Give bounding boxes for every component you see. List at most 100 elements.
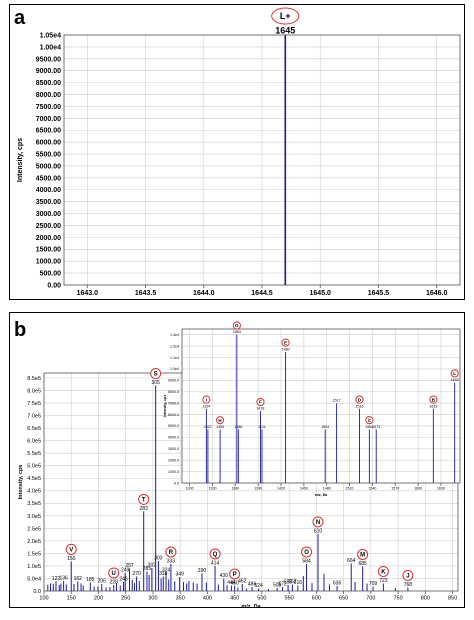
chart-a-ion-circle [271,7,300,25]
chart-b-xtick-label: 300 [148,596,157,602]
chart-b-inset-xtick-label: 1510 [346,487,354,491]
chart-a-ytick-label: 9500.00 [36,56,61,63]
chart-a-ytick-label: 2500.00 [36,223,61,230]
panel-letter-b: b [14,319,27,341]
chart-b-inset-peak-label: 1564 [365,425,373,429]
chart-b-ion-letter: N [316,520,320,526]
chart-b-peak-label: 324 [162,567,171,573]
chart-b-inset-peak-label: 1516 [355,404,363,408]
chart-b-ytick-label: 3.5e5 [27,501,41,507]
chart-b-inset-ytick-label: 3000.0 [168,447,179,451]
chart-b-inset-ytick-label: 6000.0 [168,413,179,417]
chart-b-ion-circle [402,569,414,581]
panel-b: b 0.0 5.0e4 1.0e5 1.5e5 2.0e5 2.5e5 3.0e5 3.5e5… [9,312,465,610]
chart-b-peak-label: 584 [302,558,311,564]
chart-b-ion-circle [108,567,120,579]
chart-b: 0.0 5.0e4 1.0e5 1.5e5 2.0e5 2.5e5 3.0e5 3.5e5 4.… [18,321,461,610]
chart-b-peak-label: 616 [294,580,303,586]
chart-b-peak-label: 136 [59,575,68,581]
chart-b-ion-letter: K [381,570,386,576]
chart-b-peak-label: 185 [86,577,95,583]
chart-b-peak-label: 349 [175,571,184,577]
chart-b-ion-circle [357,548,369,560]
chart-b-inset-ion-circle [232,321,241,330]
chart-b-ytick-label: 4.0e5 [27,489,41,495]
chart-b-peak-label: 228 [110,579,119,585]
chart-b-peak-label: 302 [148,562,157,568]
chart-b-inset-ytick-label: 1.3e4 [170,333,179,337]
chart-a-ytick-label: 3500.00 [36,199,61,206]
chart-b-inset-peak-label: 1573 [372,425,380,429]
chart-b-inset-xtick-label: 1480 [323,487,331,491]
chart-b-xtick-label: 500 [257,596,266,602]
chart-b-inset-ytick-label: 2000.0 [168,458,179,462]
chart-b-ytick-label: 7.0e5 [27,414,41,420]
chart-b-inset-ion-circle [450,369,459,378]
chart-b-peak-label: 486 [248,581,257,587]
chart-a-plot-group: 0.00 500.00 1000.00 1500.00 2000.00 2500.00 30… [17,7,461,307]
chart-a-ytick-label: 7500.00 [36,104,61,111]
chart-b-ion-circle [377,565,389,577]
chart-a-ytick-label: 1.00e4 [40,44,62,51]
chart-b-peak-label: 709 [369,581,378,587]
chart-a-xtick-label: 1645.5 [368,290,390,297]
chart-b-xtick-label: 800 [421,596,430,602]
chart-b-peak-label: 162 [74,576,83,582]
chart-b-inset-ytick-label: 5000.0 [168,424,179,428]
chart-a-ytick-label: 8500.00 [36,80,61,87]
chart-b-peak-label: 270 [132,571,141,577]
chart-b-ion-circle [150,368,162,380]
chart-b-ytick-label: 5.0e4 [27,576,41,582]
chart-b-peak-label: 572 [278,581,287,587]
chart-b-peak-label: 305 [151,380,160,386]
chart-b-ytick-label: 2.5e5 [27,526,41,532]
panel-letter-a: a [14,7,26,29]
panel-a: a 0.00 500.00 1000.00 1500.00 2000.00 2500.00… [9,4,465,307]
chart-b-inset-ion-letter: C [368,418,372,423]
chart-b-peak-label: 444 [227,580,236,586]
chart-b-inset-ion-letter: B [432,397,436,402]
chart-b-ion-letter: S [154,372,158,378]
chart-b-peak-label: 150 [67,556,76,562]
chart-a-ytick-label: 500.00 [40,271,62,278]
chart-b-inset-ytick-label: 1.2e4 [170,344,179,348]
chart-b-ytick-label: 6.5e5 [27,426,41,432]
chart-b-ytick-label: 3.0e5 [27,514,41,520]
chart-b-inset-ytick-label: 1000.0 [168,470,179,474]
chart-b-ion-letter: M [360,553,365,559]
chart-b-xtick-label: 600 [312,596,321,602]
chart-b-inset-peak-label: 1324 [202,404,210,408]
chart-b-peak-label: 249 [121,567,130,573]
chart-b-peak-label: 768 [404,582,413,588]
chart-b-xtick-label: 100 [39,596,48,602]
chart-b-inset-peak-label: 1418 [256,407,264,411]
chart-b-inset-peak-label: 1633 [429,404,437,408]
chart-b-inset-ion-circle [355,395,364,404]
chart-b-peak-label: 610 [314,528,323,534]
chart-a-xtick-label: 1644.5 [251,290,273,297]
chart-b-inset-ytick-label: 9000.0 [168,379,179,383]
chart-b-xtick-label: 400 [203,596,212,602]
chart-a-xtick-label: 1645.0 [310,290,332,297]
chart-b-ion-circle [165,546,177,558]
chart-b-inset-plot-group: 0.0 1000.0 2000.0 3000.0 4000.0 5000.0 6000.0 7… [163,321,461,497]
chart-a-xtick-label: 1644.0 [193,290,215,297]
chart-b-peak-label: 390 [198,568,207,574]
chart-a-ytick-label: 4000.00 [36,187,61,194]
chart-a-xtick-label: 1643.5 [135,290,157,297]
chart-a-ytick-label: 1.05e4 [40,32,62,39]
chart-b-ion-letter: P [233,572,237,578]
chart-b-peak-label: 303 [154,555,163,561]
chart-b-xtick-label: 550 [285,596,294,602]
chart-b-inset-ion-letter: D [358,397,362,402]
chart-a-ytick-label: 0.00 [47,282,61,289]
chart-b-ion-circle [301,546,313,558]
chart-b-inset-xtick-label: 1420 [277,487,285,491]
chart-a-ytick-label: 8000.00 [36,92,61,99]
chart-b-inset-xlabel: m/z, Da [315,493,329,497]
chart-b-peak-label: 505 [273,582,282,588]
chart-a-ytick-label: 6500.00 [36,128,61,135]
chart-b-ytick-label: 7.5e5 [27,401,41,407]
chart-a-xtick-label: 1646.0 [426,290,448,297]
chart-b-inset-xtick-label: 1600 [414,487,422,491]
